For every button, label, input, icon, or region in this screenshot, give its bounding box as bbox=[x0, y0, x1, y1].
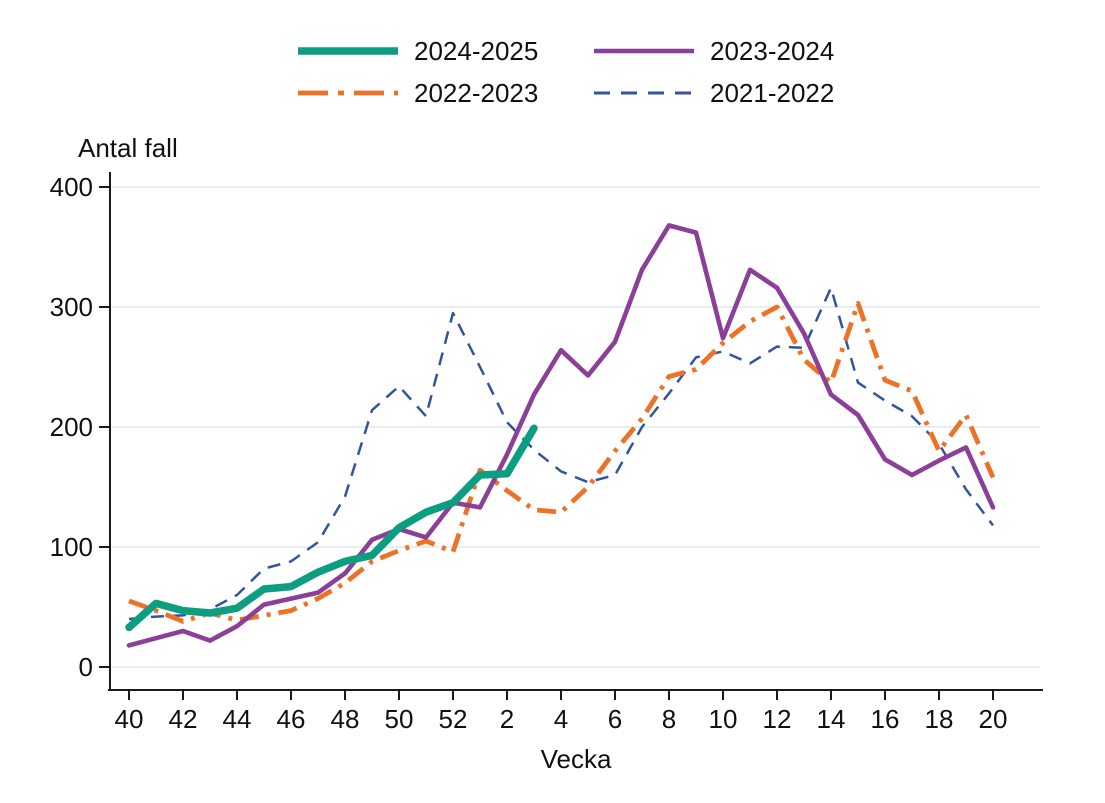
series-line-2022-2023 bbox=[128, 301, 996, 624]
legend-swatch-2024-2025 bbox=[298, 47, 398, 55]
x-tick-label-16: 16 bbox=[871, 704, 900, 734]
x-tick-label-40: 40 bbox=[115, 704, 144, 734]
series-line-2021-2022 bbox=[128, 286, 994, 621]
x-tick-label-6: 6 bbox=[608, 704, 622, 734]
chart-legend: 2024-2025 2023-2024 2022-2023 2021-2022 bbox=[296, 30, 922, 114]
x-tick-label-10: 10 bbox=[709, 704, 738, 734]
x-tick-label-20: 20 bbox=[979, 704, 1008, 734]
x-tick-label-46: 46 bbox=[277, 704, 306, 734]
y-tick-label-400: 400 bbox=[50, 172, 93, 202]
x-tick-label-8: 8 bbox=[662, 704, 676, 734]
y-tick-label-0: 0 bbox=[79, 652, 93, 682]
y-tick-label-100: 100 bbox=[50, 532, 93, 562]
x-tick-label-48: 48 bbox=[331, 704, 360, 734]
x-tick-label-44: 44 bbox=[223, 704, 252, 734]
legend-swatch-2023-2024 bbox=[594, 48, 694, 54]
legend-item-2024-2025: 2024-2025 bbox=[296, 30, 592, 72]
x-axis-title: Vecka bbox=[541, 744, 612, 774]
y-axis-title: Antal fall bbox=[78, 133, 178, 163]
legend-swatch-2021-2022 bbox=[594, 91, 694, 95]
legend-item-2022-2023: 2022-2023 bbox=[296, 72, 592, 114]
x-tick-label-52: 52 bbox=[439, 704, 468, 734]
x-tick-label-4: 4 bbox=[554, 704, 568, 734]
legend-label-2021-2022: 2021-2022 bbox=[710, 77, 835, 108]
x-tick-label-18: 18 bbox=[925, 704, 954, 734]
legend-item-2023-2024: 2023-2024 bbox=[592, 30, 922, 72]
x-tick-label-14: 14 bbox=[817, 704, 846, 734]
y-tick-label-300: 300 bbox=[50, 292, 93, 322]
legend-item-2021-2022: 2021-2022 bbox=[592, 72, 922, 114]
series-line-2023-2024 bbox=[126, 223, 996, 648]
legend-label-2022-2023: 2022-2023 bbox=[414, 77, 539, 108]
x-tick-label-42: 42 bbox=[169, 704, 198, 734]
x-tick-label-2: 2 bbox=[500, 704, 514, 734]
legend-label-2024-2025: 2024-2025 bbox=[414, 35, 539, 66]
legend-swatch-2022-2023 bbox=[298, 90, 398, 96]
x-tick-label-50: 50 bbox=[385, 704, 414, 734]
legend-label-2023-2024: 2023-2024 bbox=[710, 35, 835, 66]
series-line-2024-2025 bbox=[125, 424, 538, 632]
y-tick-label-200: 200 bbox=[50, 412, 93, 442]
x-tick-label-12: 12 bbox=[763, 704, 792, 734]
